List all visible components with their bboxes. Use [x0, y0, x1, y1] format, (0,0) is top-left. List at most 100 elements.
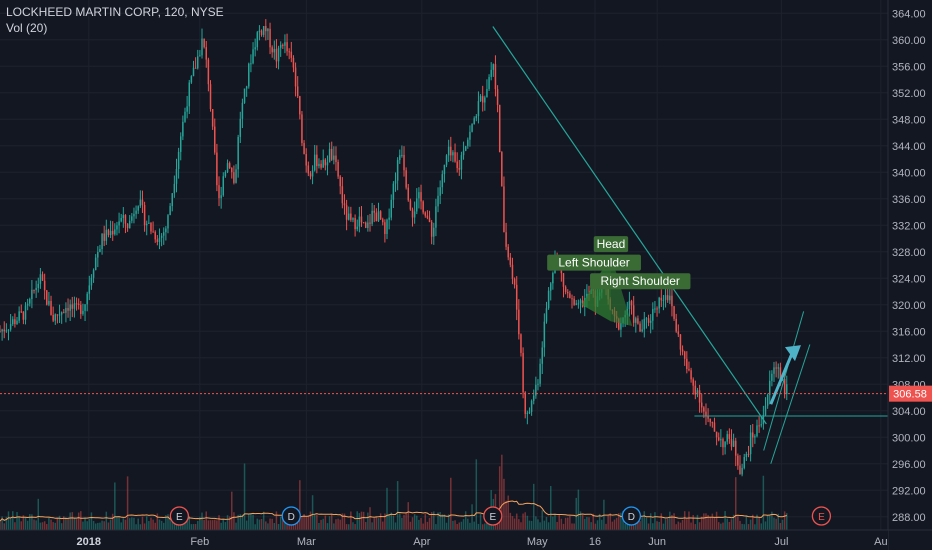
volume-bar	[284, 522, 286, 530]
volume-bar	[16, 511, 18, 530]
candle-body	[503, 186, 505, 233]
candle-body	[630, 301, 633, 306]
candle-body	[324, 159, 327, 166]
volume-bar	[711, 513, 714, 530]
volume-bar	[739, 520, 741, 530]
volume-bar	[35, 520, 37, 530]
candle-body	[80, 304, 82, 314]
volume-bar	[435, 524, 437, 530]
volume-bar	[439, 512, 441, 530]
volume-bar	[618, 513, 620, 530]
candle-body	[628, 301, 631, 310]
candle-body	[769, 380, 771, 396]
volume-bar	[367, 512, 369, 530]
volume-bar	[379, 513, 382, 530]
y-tick-label: 312.00	[892, 353, 926, 365]
candle-body	[467, 139, 469, 147]
candle-body	[267, 28, 269, 32]
candle-body	[618, 318, 620, 330]
candle-body	[407, 187, 410, 201]
candle-body	[373, 210, 375, 213]
volume-bar	[105, 511, 108, 530]
volume-bar	[324, 515, 327, 530]
candle-body	[722, 439, 724, 448]
event-marker-label: D	[628, 512, 635, 523]
volume-bar	[447, 514, 450, 530]
candle-body	[73, 303, 76, 309]
candle-body	[271, 47, 273, 53]
volume-bar	[426, 521, 429, 530]
candle-body	[171, 193, 173, 207]
candle-body	[86, 293, 88, 305]
volume-bar	[339, 519, 341, 530]
candle-body	[479, 96, 482, 102]
volume-bar	[683, 511, 686, 530]
volume-bar	[460, 521, 463, 530]
volume-bar	[77, 512, 80, 530]
candle-body	[641, 329, 643, 332]
volume-bar	[458, 522, 461, 530]
y-tick-label: 300.00	[892, 432, 926, 444]
candle-body	[637, 318, 639, 324]
candle-body	[669, 295, 671, 301]
volume-bar	[758, 517, 760, 530]
volume-bar	[292, 522, 295, 530]
candle-body	[435, 206, 437, 228]
volume-bar	[399, 513, 401, 530]
volume-bar	[316, 514, 318, 530]
candle-body	[154, 231, 156, 240]
volume-bar	[41, 522, 44, 530]
candle-body	[58, 314, 61, 316]
volume-bar	[139, 524, 142, 530]
forecast-arrow-shaft	[769, 350, 795, 405]
candle-body	[75, 303, 78, 305]
candle-body	[273, 48, 276, 53]
volume-bar	[222, 519, 225, 530]
volume-bar	[145, 516, 148, 530]
candle-body	[507, 246, 509, 258]
candle-body	[24, 305, 27, 320]
candle-body	[454, 152, 456, 162]
volume-bar	[65, 517, 67, 530]
annotation-label-bg	[590, 273, 691, 290]
volume-bar	[437, 512, 439, 530]
x-tick-label: 2018	[77, 536, 101, 548]
volume-indicator-label[interactable]: Vol (20)	[6, 21, 48, 35]
volume-bar	[233, 512, 235, 530]
candle-body	[620, 323, 622, 330]
volume-bar	[662, 523, 665, 530]
candle-body	[199, 55, 201, 57]
candle-body	[411, 209, 414, 218]
volume-bar	[675, 524, 677, 530]
volume-bar	[382, 521, 384, 530]
y-tick-label: 328.00	[892, 247, 926, 259]
candle-body	[150, 222, 152, 232]
volume-bar	[313, 514, 316, 530]
volume-bar	[713, 517, 716, 530]
volume-bar	[320, 519, 322, 530]
candle-body	[758, 425, 760, 427]
volume-bar	[356, 511, 358, 530]
volume-bar	[384, 513, 386, 530]
volume-bar	[620, 512, 622, 530]
volume-bar	[613, 519, 616, 530]
candle-body	[131, 216, 133, 221]
volume-bar	[18, 516, 20, 530]
candle-body	[647, 318, 650, 323]
volume-bar	[116, 516, 118, 530]
candle-body	[277, 47, 280, 62]
volume-bar	[171, 518, 173, 530]
volume-bar	[135, 524, 137, 530]
candle-body	[133, 213, 135, 217]
volume-bar	[326, 523, 329, 530]
symbol-title[interactable]: LOCKHEED MARTIN CORP, 120, NYSE	[6, 5, 224, 19]
candle-body	[686, 358, 688, 369]
candle-body	[532, 395, 535, 401]
volume-bar	[243, 463, 246, 530]
volume-bar	[39, 522, 42, 530]
candle-body	[126, 223, 129, 229]
candle-body	[148, 222, 150, 224]
candle-body	[494, 64, 497, 90]
channel-lower	[770, 344, 811, 464]
